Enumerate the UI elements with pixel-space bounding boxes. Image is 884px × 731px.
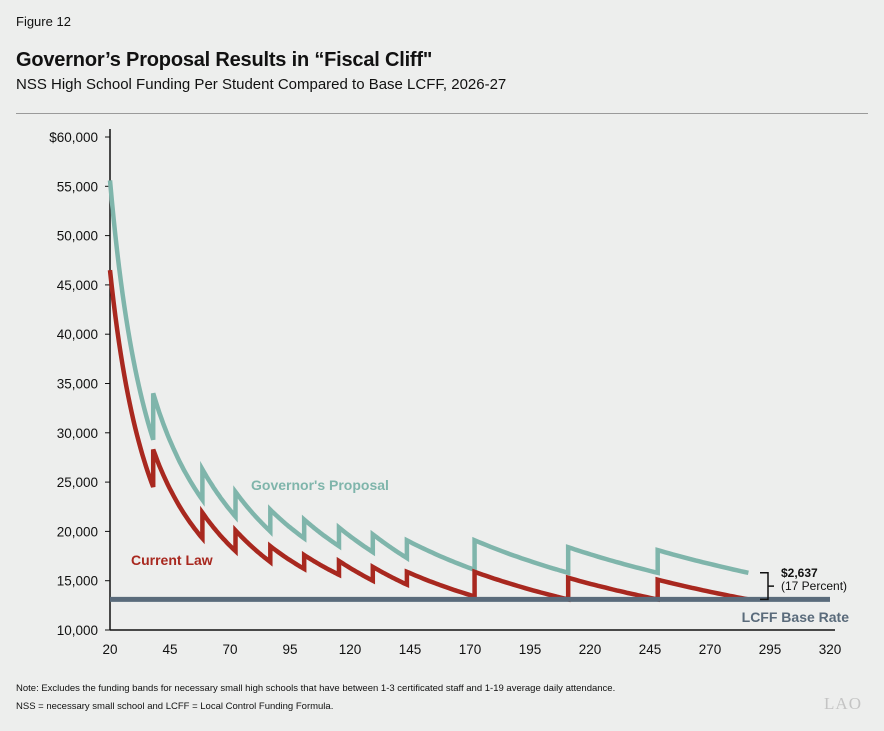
x-tick-label: 270 bbox=[699, 642, 722, 657]
lao-logo: LAO bbox=[824, 694, 862, 713]
x-tick-label: 170 bbox=[459, 642, 482, 657]
series-label: Governor's Proposal bbox=[251, 477, 389, 493]
footnote: Note: Excludes the funding bands for nec… bbox=[16, 683, 616, 694]
series-label: LCFF Base Rate bbox=[742, 609, 850, 625]
y-tick-label: 35,000 bbox=[57, 377, 98, 392]
x-tick-label: 145 bbox=[399, 642, 422, 657]
x-tick-label: 320 bbox=[819, 642, 842, 657]
title-divider bbox=[16, 113, 868, 114]
difference-percent: (17 Percent) bbox=[781, 579, 847, 593]
series-label: Current Law bbox=[131, 552, 213, 568]
series-line-current-law bbox=[107, 269, 749, 603]
figure-label: Figure 12 bbox=[16, 14, 71, 29]
x-tick-label: 95 bbox=[282, 642, 297, 657]
x-tick-label: 20 bbox=[102, 642, 117, 657]
x-tick-label: 295 bbox=[759, 642, 782, 657]
y-tick-label: $60,000 bbox=[49, 130, 98, 145]
x-tick-label: 45 bbox=[162, 642, 177, 657]
x-tick-label: 245 bbox=[639, 642, 662, 657]
x-tick-label: 120 bbox=[339, 642, 362, 657]
y-tick-label: 25,000 bbox=[57, 475, 98, 490]
definitions-note: NSS = necessary small school and LCFF = … bbox=[16, 701, 334, 712]
y-tick-label: 45,000 bbox=[57, 278, 98, 293]
series-line-governor-s-proposal bbox=[107, 180, 749, 576]
chart-subtitle: NSS High School Funding Per Student Comp… bbox=[16, 76, 507, 93]
y-tick-label: 30,000 bbox=[57, 426, 98, 441]
y-tick-label: 20,000 bbox=[57, 524, 98, 539]
x-tick-label: 220 bbox=[579, 642, 602, 657]
y-tick-label: 40,000 bbox=[57, 327, 98, 342]
y-tick-label: 55,000 bbox=[57, 179, 98, 194]
difference-amount: $2,637 bbox=[781, 566, 818, 580]
x-tick-label: 195 bbox=[519, 642, 542, 657]
x-tick-label: 70 bbox=[222, 642, 237, 657]
chart-title: Governor’s Proposal Results in “Fiscal C… bbox=[16, 49, 433, 71]
y-tick-label: 50,000 bbox=[57, 229, 98, 244]
y-tick-label: 15,000 bbox=[57, 574, 98, 589]
difference-bracket bbox=[760, 572, 774, 601]
y-tick-label: 10,000 bbox=[57, 623, 98, 638]
